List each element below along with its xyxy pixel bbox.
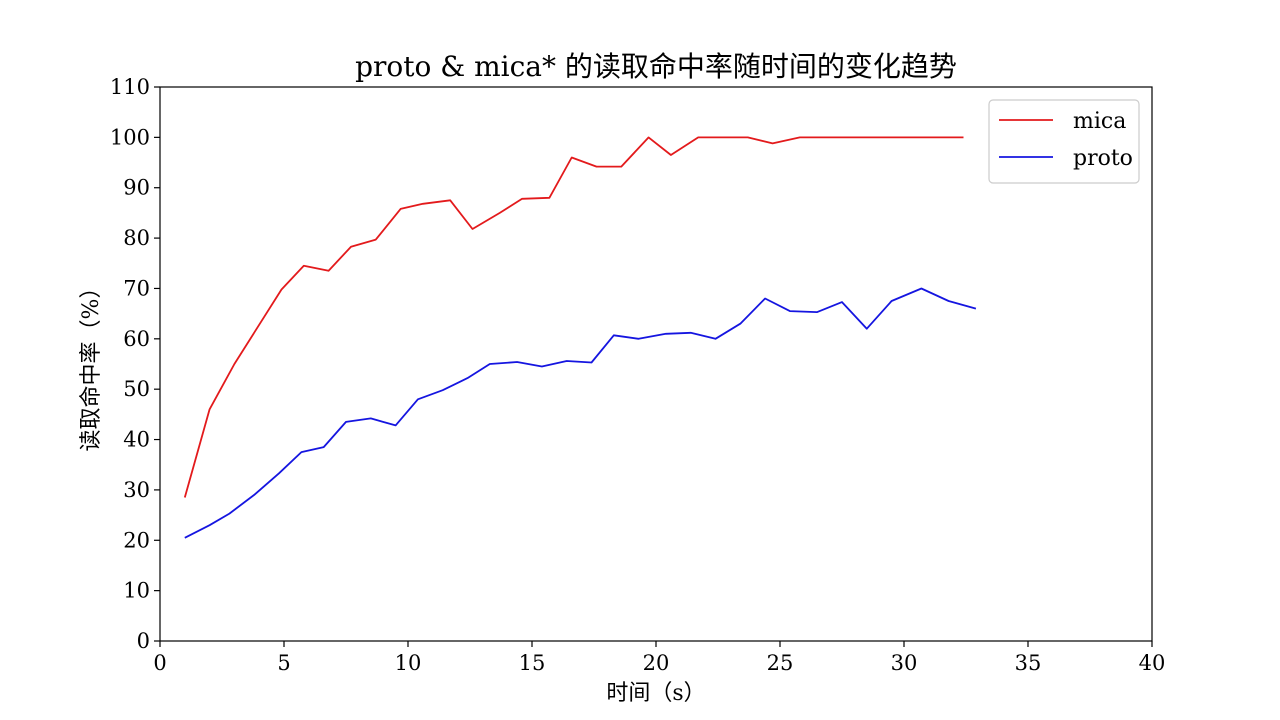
y-tick-label: 50: [123, 377, 150, 401]
x-tick-label: 0: [153, 651, 166, 675]
x-tick-label: 10: [395, 651, 422, 675]
y-tick-label: 20: [123, 528, 150, 552]
y-tick-label: 90: [123, 176, 150, 200]
y-tick-label: 80: [123, 226, 150, 250]
y-tick-label: 100: [110, 125, 150, 149]
x-tick-label: 20: [643, 651, 670, 675]
y-tick-label: 10: [123, 579, 150, 603]
x-tick-label: 30: [891, 651, 918, 675]
x-tick-label: 25: [767, 651, 794, 675]
chart-title: proto & mica* 的读取命中率随时间的变化趋势: [355, 50, 957, 83]
y-tick-label: 110: [110, 75, 150, 99]
y-tick-label: 0: [137, 629, 150, 653]
x-axis-label: 时间（s）: [606, 681, 705, 706]
y-tick-label: 70: [123, 276, 150, 300]
series-line-mica: [183, 136, 964, 498]
series-line-proto: [184, 287, 977, 539]
legend-label-proto: proto: [1073, 146, 1133, 171]
x-tick-label: 15: [519, 651, 546, 675]
y-tick-label: 30: [123, 478, 150, 502]
series-layer: [183, 136, 977, 539]
x-tick-label: 40: [1139, 651, 1166, 675]
y-axis-label: 读取命中率（%）: [79, 277, 104, 452]
x-tick-label: 35: [1015, 651, 1042, 675]
legend: mica proto: [988, 99, 1140, 184]
x-tick-label: 5: [277, 651, 290, 675]
legend-label-mica: mica: [1073, 109, 1126, 134]
y-tick-label: 40: [123, 428, 150, 452]
axis-ticks: 0 5 10 15 20 25 30 35 40 0 10 20 30 40 50 60 70 80 90 100 11…: [110, 75, 1165, 675]
y-tick-label: 60: [123, 327, 150, 351]
